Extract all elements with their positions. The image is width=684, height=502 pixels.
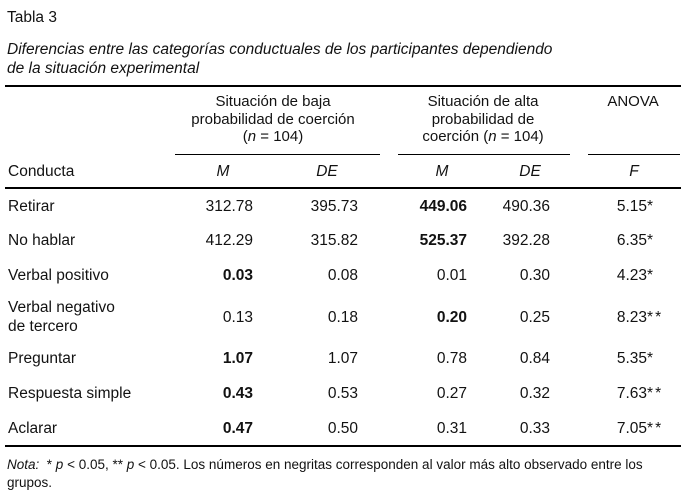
cell-de-high: 0.33 xyxy=(519,419,551,437)
conducta-header: Conducta xyxy=(5,155,173,189)
cell-de-low: 1.07 xyxy=(327,350,359,367)
significance-stars: ** xyxy=(647,308,664,326)
cell-m-low: 0.43 xyxy=(222,385,253,402)
cell-f: 5.15* xyxy=(559,188,681,223)
row-label: Retirar xyxy=(8,197,55,215)
row-label: No hablar xyxy=(8,232,76,249)
group-header-low-coercion: Situación de baja probabilidad de coerci… xyxy=(173,86,381,155)
table-row-verbal-positivo: Verbal positivo 0.03 0.08 0.01 0.30 4.23… xyxy=(5,258,681,293)
cell-m-high: 0.01 xyxy=(436,267,468,284)
cell-f: 7.05** xyxy=(616,419,664,437)
de-low-header: DE xyxy=(263,155,374,189)
cell-de-high: 0.32 xyxy=(519,385,551,402)
group-header-high-coercion: Situación de alta probabilidad de coerci… xyxy=(373,86,571,155)
cell-m-high: 0.78 xyxy=(436,350,468,367)
row-label: Verbal negativo de tercero xyxy=(8,299,115,335)
group-low-line2: probabilidad de coerción xyxy=(191,110,355,128)
table-row-retirar: Retirar 312.78 395.73 449.06 490.36 5.15… xyxy=(5,188,681,223)
group-high-line2: probabilidad de xyxy=(431,110,535,128)
cell-f: 8.23** xyxy=(616,308,664,326)
document-page: Tabla 3 Diferencias entre las categorías… xyxy=(5,9,682,490)
table-row-no-hablar: No hablar 412.29 315.82 525.37 392.28 6.… xyxy=(5,223,681,258)
cell-de-low: 395.73 xyxy=(310,197,359,215)
group-high-line3: coerción (n = 104) xyxy=(422,128,544,145)
cell-f: 7.63** xyxy=(616,385,664,402)
table-row-aclarar: Aclarar 0.47 0.50 0.31 0.33 7.05** xyxy=(5,411,681,446)
cell-m-low: 0.13 xyxy=(222,308,253,326)
anova-underline xyxy=(588,154,681,155)
column-group-header-row: Situación de baja probabilidad de coerci… xyxy=(5,86,681,155)
sub-header-row: Conducta M DE M DE F xyxy=(5,155,682,189)
significance-stars: ** xyxy=(647,385,664,402)
p-value-symbol: p xyxy=(55,457,64,472)
table-row-respuesta-simple: Respuesta simple 0.43 0.53 0.27 0.32 7.6… xyxy=(5,376,681,411)
cell-m-low: 412.29 xyxy=(205,232,253,249)
de-high-header: DE xyxy=(481,155,560,189)
caption-line-1: Diferencias entre las categorías conduct… xyxy=(7,41,553,58)
significance-stars: * xyxy=(647,350,656,367)
row-label: Respuesta simple xyxy=(8,385,132,402)
group-low-underline xyxy=(175,154,381,155)
significance-stars: * xyxy=(647,197,656,215)
cell-de-low: 0.08 xyxy=(327,267,359,284)
group-header-anova: ANOVA xyxy=(559,86,681,155)
table-number: Tabla 3 xyxy=(7,9,57,26)
cell-de-high: 0.84 xyxy=(519,350,551,367)
cell-m-low: 312.78 xyxy=(205,197,253,215)
significance-stars: ** xyxy=(647,419,664,437)
note-label: Nota: xyxy=(7,457,40,472)
table-caption: Diferencias entre las categorías conduct… xyxy=(7,40,681,78)
cell-de-high: 392.28 xyxy=(502,232,551,249)
empty-corner-cell xyxy=(5,86,173,155)
cell-de-low: 0.50 xyxy=(327,419,359,437)
row-label: Verbal positivo xyxy=(8,267,109,284)
statistics-table: Situación de baja probabilidad de coerci… xyxy=(5,85,682,447)
cell-f: 4.23* xyxy=(559,258,681,293)
significance-stars: * xyxy=(647,267,656,284)
significance-stars: * xyxy=(647,232,656,249)
table-row-preguntar: Preguntar 1.07 1.07 0.78 0.84 5.35* xyxy=(5,341,681,376)
group-high-underline xyxy=(398,154,571,155)
cell-f: 6.35* xyxy=(559,223,681,258)
p-value-symbol: p xyxy=(126,457,135,472)
group-low-line1: Situación de baja xyxy=(215,93,331,110)
cell-de-low: 0.53 xyxy=(327,385,359,402)
cell-m-high: 449.06 xyxy=(419,197,468,215)
cell-m-high: 525.37 xyxy=(419,232,468,249)
cell-m-high: 0.31 xyxy=(436,419,468,437)
cell-de-high: 0.25 xyxy=(519,308,551,326)
cell-m-high: 0.27 xyxy=(436,385,468,402)
table-footnote: Nota: * p < 0.05, ** p < 0.05. Los númer… xyxy=(7,457,643,490)
cell-m-low: 0.03 xyxy=(222,267,253,284)
table-row-verbal-negativo: Verbal negativo de tercero 0.13 0.18 0.20… xyxy=(5,293,681,341)
m-high-header: M xyxy=(373,155,482,189)
cell-de-high: 490.36 xyxy=(502,197,551,215)
cell-de-low: 0.18 xyxy=(327,308,359,326)
anova-label: ANOVA xyxy=(607,93,659,110)
group-low-line3: (n = 104) xyxy=(242,128,304,145)
group-high-line1: Situación de alta xyxy=(427,93,539,110)
m-low-header: M xyxy=(173,155,263,189)
cell-de-high: 0.30 xyxy=(519,267,551,284)
caption-line-2: de la situación experimental xyxy=(7,60,200,77)
cell-m-high: 0.20 xyxy=(436,308,468,326)
cell-de-low: 315.82 xyxy=(310,232,359,249)
row-label: Preguntar xyxy=(8,350,77,367)
cell-m-low: 1.07 xyxy=(222,350,253,367)
cell-f: 5.35* xyxy=(559,341,681,376)
row-label: Aclarar xyxy=(8,419,58,437)
f-header: F xyxy=(559,155,682,189)
cell-m-low: 0.47 xyxy=(222,419,253,437)
